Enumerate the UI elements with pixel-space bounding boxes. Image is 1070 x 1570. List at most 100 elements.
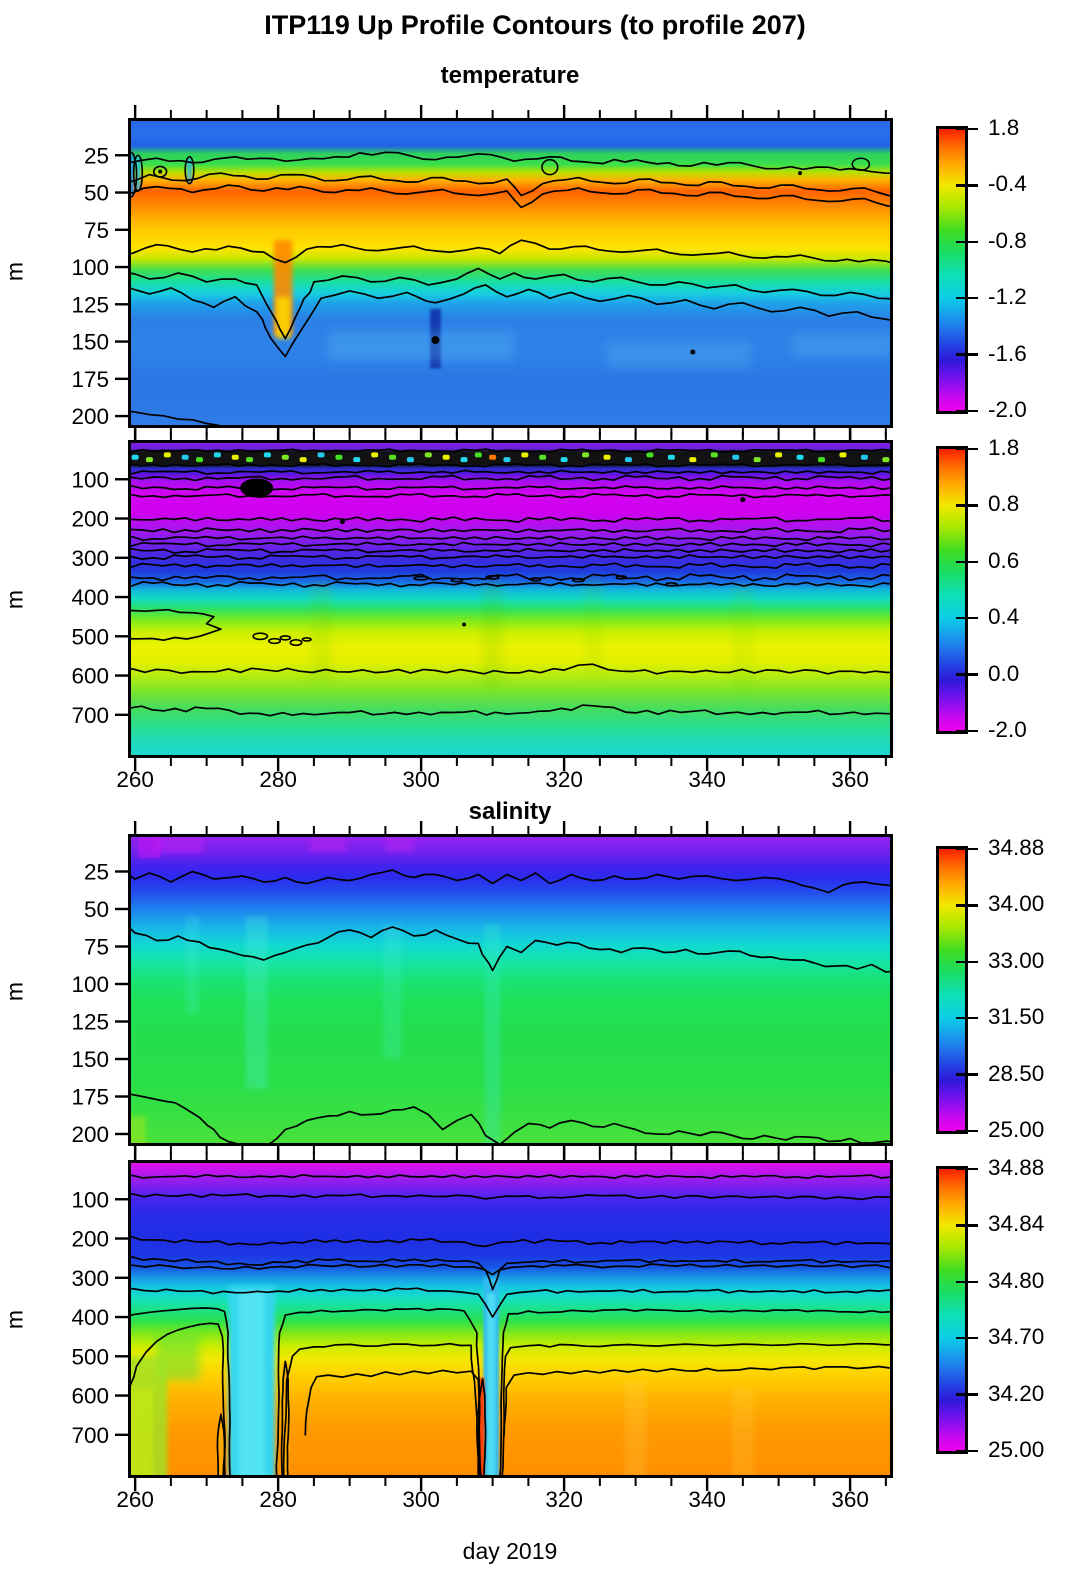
contour-loop: [571, 577, 585, 583]
x-axis-title: day 2019: [462, 1538, 558, 1564]
colorbar-tick-label: 34.20: [988, 1380, 1045, 1406]
contour-loop: [450, 577, 464, 583]
colorbar-tick-label: 34.00: [988, 891, 1045, 917]
contour-line: [501, 1342, 893, 1478]
contour-line: [503, 1365, 893, 1436]
colorbar-tick: [956, 504, 978, 507]
colorbar-tick: [956, 184, 978, 187]
y-tick-label: 175: [71, 1085, 109, 1110]
band-speckle: [882, 457, 890, 463]
anomaly-streak: [487, 1293, 496, 1478]
contour-line: [128, 239, 893, 265]
band-speckle: [796, 454, 804, 460]
band-speckle: [818, 457, 826, 463]
x-tick-label: 300: [402, 1487, 440, 1512]
contour-dot: [158, 169, 163, 174]
colorbar-tick-label: 0.6: [988, 547, 1020, 573]
x-tick-label: 260: [116, 767, 154, 792]
contour-loop: [529, 577, 542, 582]
colorbar-tick: [956, 847, 978, 851]
band-speckle: [281, 454, 289, 460]
contour-line: [280, 1360, 290, 1478]
contour-dot: [798, 171, 803, 176]
x-tick-label: 280: [259, 767, 297, 792]
colorbar-temperature-upper: 1.8 -0.4 -0.8 -1.2 -1.6 -2.0: [936, 115, 1070, 422]
contour-loop: [413, 575, 430, 581]
contour-loop: [279, 635, 292, 641]
contour-line: [128, 663, 893, 675]
contour-line: [128, 562, 893, 570]
contour-line: [128, 516, 893, 523]
band-speckle: [489, 454, 497, 460]
y-tick-label: 100: [71, 467, 109, 492]
anomaly-streak: [583, 577, 602, 676]
band-speckle: [299, 457, 307, 463]
colorbar-tick-label: 34.70: [988, 1324, 1045, 1350]
contour-line: [128, 151, 893, 175]
contour-loop: [268, 637, 282, 645]
colorbar-gradient: [936, 446, 968, 734]
colorbar-tick-label: -0.4: [988, 171, 1027, 197]
y-tick-label: 300: [71, 1266, 109, 1291]
colorbar-salinity-upper: 34.88 34.00 33.00 31.50 28.50 25.00: [936, 835, 1070, 1142]
contour-line: [128, 1263, 893, 1291]
x-tick-label: 260: [116, 1487, 154, 1512]
y-axis-title-salinity-deep: m: [1, 1309, 28, 1330]
contour-loop: [851, 157, 871, 171]
contour-panel-salinity-deep: 100 200 300 400 500 600 700 260 280 300 320 340 360: [71, 1147, 893, 1512]
contour-line: [128, 172, 893, 197]
y-tick-label: 700: [71, 703, 109, 728]
anomaly-streak: [310, 834, 347, 852]
anomaly-streak: [732, 1387, 754, 1478]
contour-panel-temperature-upper: 25 50 75 100 125 150 175 200: [71, 105, 893, 441]
colorbar-tick-label: -1.6: [988, 340, 1027, 366]
contour-loop: [252, 632, 269, 641]
plot-border: [128, 1160, 893, 1478]
anomaly-streak: [128, 153, 135, 196]
band-speckle: [775, 452, 783, 458]
contour-line: [128, 1235, 893, 1248]
contour-line: [128, 547, 893, 554]
contour-line: [128, 925, 893, 973]
colorbar-tick-label: -1.2: [988, 284, 1027, 310]
contour-panel-salinity-upper: 25 50 75 100 125 150 175 200: [71, 821, 893, 1159]
band-speckle: [442, 454, 450, 460]
y-tick-label: 300: [71, 546, 109, 571]
field-content: [128, 448, 893, 717]
anomaly-streak: [135, 156, 141, 190]
contour-loop: [132, 154, 144, 192]
contour-loop: [184, 155, 195, 185]
contour-line: [128, 608, 222, 642]
anomaly-streak: [245, 916, 268, 1089]
contour-line: [216, 1413, 226, 1478]
y-tick-label: 125: [71, 292, 109, 317]
colorbar-tick-label: 28.50: [988, 1060, 1045, 1086]
contour-line: [477, 1378, 487, 1478]
colorbar-tick: [956, 1393, 978, 1396]
colorbar-tick: [956, 729, 978, 733]
y-tick-label: 100: [71, 1187, 109, 1212]
contour-dot: [690, 349, 696, 355]
anomaly-streak: [792, 332, 893, 357]
colorbar-tick: [956, 960, 978, 964]
anomaly-streak: [328, 331, 515, 361]
colorbar-tick: [956, 673, 978, 676]
colorbar-gradient: [936, 1166, 968, 1454]
colorbar-gradient: [936, 846, 968, 1134]
contour-panel-temperature-deep: 100 200 300 400 500 600 700 260 280 300 320 340 360: [71, 427, 893, 792]
y-axis-title-temperature-deep: m: [1, 589, 28, 610]
y-tick-label: 150: [71, 1047, 109, 1072]
colorbar-tick: [956, 1280, 978, 1284]
contour-line: [128, 1322, 227, 1478]
band-speckle: [582, 452, 590, 458]
anomaly-streak: [310, 581, 332, 684]
field-gradient: [128, 834, 893, 1146]
band-speckle: [424, 452, 432, 458]
contour-line: [128, 448, 893, 453]
band-speckle: [131, 454, 139, 460]
band-speckle: [246, 457, 254, 463]
band-speckle: [353, 457, 361, 463]
band-speckle: [753, 457, 761, 463]
colorbar-tick: [956, 616, 978, 620]
x-tick-label: 300: [402, 767, 440, 792]
